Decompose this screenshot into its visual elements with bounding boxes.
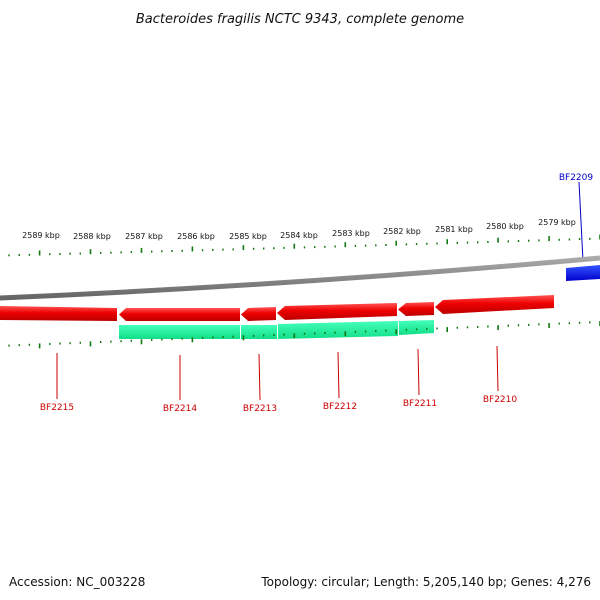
gene-pointer-BF2212	[337, 351, 340, 399]
scale-label-2588: 2588 kbp	[73, 232, 111, 241]
genome-title: Bacteroides fragilis NCTC 9343, complete…	[136, 12, 464, 27]
gene-pointer-BF2211	[417, 348, 420, 396]
scale-labels: 2589 kbp 2588 kbp 2587 kbp 2586 kbp 2585 kbp…	[22, 218, 576, 241]
gene-bar-BF2213[interactable]	[241, 307, 276, 321]
rna-feature-bar-2[interactable]	[241, 325, 277, 339]
gene-bar-BF2210[interactable]	[435, 295, 554, 314]
upper-scale-ticks	[8, 234, 600, 257]
scale-label-2587: 2587 kbp	[125, 232, 163, 241]
gene-bar-BF2209[interactable]	[566, 265, 600, 281]
scale-label-2582: 2582 kbp	[383, 227, 421, 236]
scale-label-2581: 2581 kbp	[435, 225, 473, 234]
scale-label-2586: 2586 kbp	[177, 232, 215, 241]
gene-bar-BF2211[interactable]	[398, 302, 434, 316]
scale-label-2584: 2584 kbp	[280, 231, 318, 240]
gene-label-BF2215[interactable]: BF2215	[40, 403, 74, 413]
gene-pointer-BF2210	[496, 345, 499, 392]
scale-label-2583: 2583 kbp	[332, 229, 370, 238]
scale-label-2589: 2589 kbp	[22, 231, 60, 240]
gene-label-BF2213[interactable]: BF2213	[243, 404, 277, 414]
gene-bar-BF2214[interactable]	[119, 308, 240, 321]
gene-label-BF2214[interactable]: BF2214	[163, 404, 198, 414]
gene-bar-BF2215[interactable]	[0, 306, 117, 321]
rna-feature-bar-3[interactable]	[278, 321, 398, 339]
gene-pointer-BF2213	[258, 353, 261, 401]
scale-label-2585: 2585 kbp	[229, 232, 267, 241]
gene-label-BF2212[interactable]: BF2212	[323, 402, 357, 412]
gene-label-BF2210[interactable]: BF2210	[483, 395, 518, 405]
lower-scale-ticks	[8, 321, 600, 349]
gene-bar-BF2212[interactable]	[277, 303, 397, 320]
gene-label-BF2211[interactable]: BF2211	[403, 399, 437, 409]
rna-feature-bar-1[interactable]	[119, 325, 240, 339]
genome-backbone	[0, 255, 600, 301]
gene-pointer-BF2209	[578, 181, 584, 262]
gene-label-BF2209[interactable]: BF2209	[559, 173, 594, 183]
scale-label-2580: 2580 kbp	[486, 222, 524, 231]
scale-label-2579: 2579 kbp	[538, 218, 576, 227]
accession-text: Accession: NC_003228	[9, 575, 145, 589]
genome-summary-text: Topology: circular; Length: 5,205,140 bp…	[260, 575, 591, 589]
rna-feature-bar-4[interactable]	[399, 320, 434, 335]
